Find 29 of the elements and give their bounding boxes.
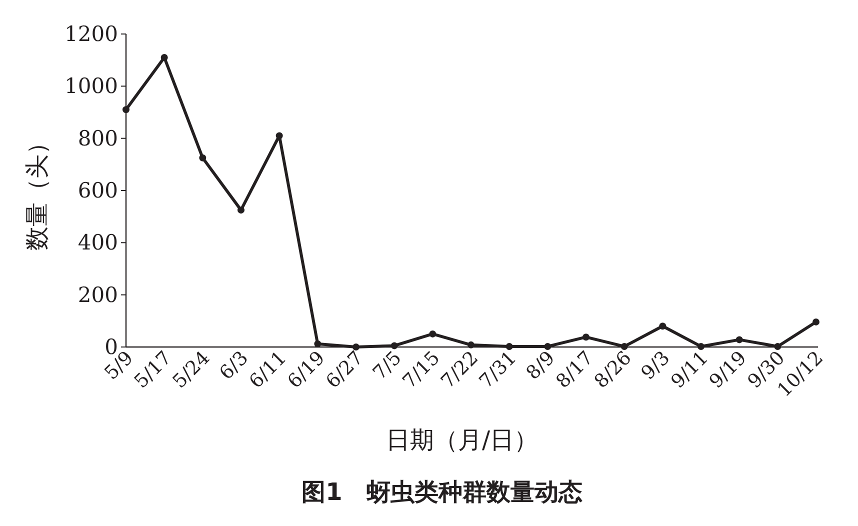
point	[160, 54, 168, 61]
point	[812, 318, 820, 326]
point	[659, 322, 666, 330]
point	[352, 344, 360, 350]
point	[276, 132, 283, 140]
point	[429, 330, 436, 338]
y-tick-label: 1200	[64, 22, 118, 46]
point	[122, 106, 130, 114]
y-tick-label: 400	[78, 230, 118, 255]
y-tick-label: 0	[104, 335, 118, 359]
point	[468, 341, 474, 348]
x-axis-title: 日期（月/日）	[386, 426, 538, 454]
point	[506, 342, 513, 350]
point	[698, 342, 704, 350]
text: 图1 蚜虫类种群数量动态	[302, 478, 582, 506]
point	[620, 342, 628, 350]
point	[314, 340, 322, 348]
point	[736, 336, 743, 344]
point	[582, 334, 590, 341]
point	[199, 154, 206, 162]
point	[238, 206, 244, 214]
y-axis-title: 数量（头）	[23, 130, 51, 250]
y-tick-label: 200	[78, 282, 118, 307]
point	[390, 342, 398, 350]
y-tick-label: 600	[78, 178, 118, 202]
y-tick-label: 800	[78, 126, 118, 150]
y-tick-label: 1000	[64, 74, 118, 98]
point	[544, 342, 552, 350]
point	[774, 342, 782, 350]
